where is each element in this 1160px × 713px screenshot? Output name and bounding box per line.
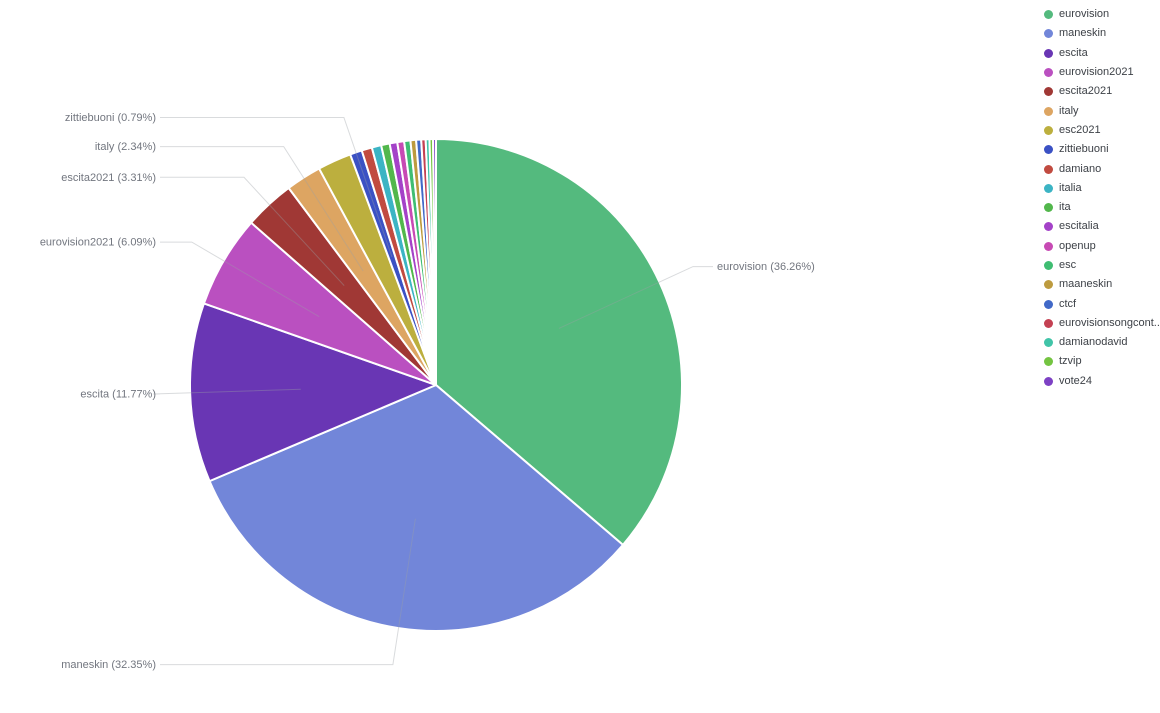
legend-label: maneskin <box>1059 27 1107 40</box>
legend-item-escita2021[interactable]: escita2021 <box>1044 82 1160 101</box>
legend-swatch-icon <box>1044 87 1053 97</box>
legend-label: damianodavid <box>1059 336 1128 349</box>
legend-label: maaneskin <box>1059 278 1113 291</box>
legend-swatch-icon <box>1044 10 1053 20</box>
legend-label: damiano <box>1059 162 1102 175</box>
legend-swatch-icon <box>1044 222 1053 232</box>
legend-swatch-icon <box>1044 338 1053 348</box>
legend-label: escita <box>1059 46 1088 59</box>
legend-swatch-icon <box>1044 145 1053 155</box>
legend-item-ita[interactable]: ita <box>1044 198 1160 217</box>
legend-swatch-icon <box>1044 125 1053 135</box>
legend-swatch-icon <box>1044 203 1053 213</box>
callout-line <box>153 388 301 395</box>
legend-item-esc[interactable]: esc <box>1044 256 1160 275</box>
legend-label: eurovision2021 <box>1059 66 1134 79</box>
legend-label: tzvip <box>1059 355 1082 368</box>
legend-item-eurovisionsongcont-[interactable]: eurovisionsongcont... <box>1044 314 1160 333</box>
pie-slice-vote24[interactable] <box>432 138 437 386</box>
legend-swatch-icon <box>1044 241 1053 251</box>
legend-label: vote24 <box>1059 374 1093 387</box>
callout-line <box>558 266 713 329</box>
legend-item-eurovision2021[interactable]: eurovision2021 <box>1044 63 1160 82</box>
slice-callout-label: escita2021 (3.31%) <box>61 172 156 184</box>
legend-item-italia[interactable]: italia <box>1044 179 1160 198</box>
legend-item-openup[interactable]: openup <box>1044 237 1160 256</box>
legend-swatch-icon <box>1044 280 1053 290</box>
legend-label: esc <box>1059 259 1077 271</box>
legend-label: escita2021 <box>1059 85 1113 98</box>
callout-line <box>160 146 364 272</box>
legend-item-damiano[interactable]: damiano <box>1044 159 1160 178</box>
slice-callout-label: eurovision (36.26%) <box>717 261 815 273</box>
slice-callout-label: italy (2.34%) <box>95 141 156 153</box>
callout-line <box>160 176 345 286</box>
legend-label: escitalia <box>1059 220 1099 233</box>
legend-item-tzvip[interactable]: tzvip <box>1044 352 1160 371</box>
legend-swatch-icon <box>1044 106 1053 116</box>
legend-label: zittiebuoni <box>1059 143 1109 156</box>
slice-callout-label: maneskin (32.35%) <box>61 659 156 671</box>
legend-item-eurovision[interactable]: eurovision <box>1044 5 1160 24</box>
legend-label: italy <box>1059 104 1079 117</box>
legend-item-maaneskin[interactable]: maaneskin <box>1044 275 1160 294</box>
slice-callout-label: eurovision2021 (6.09%) <box>40 237 156 249</box>
legend-swatch-icon <box>1044 68 1053 78</box>
callout-line <box>160 241 320 318</box>
pie-slice-eurovision[interactable] <box>435 138 683 546</box>
legend-label: ita <box>1059 201 1071 214</box>
legend-swatch-icon <box>1044 376 1053 386</box>
legend-item-escita[interactable]: escita <box>1044 44 1160 63</box>
slice-callout-label: zittiebuoni (0.79%) <box>65 112 156 124</box>
legend-label: openup <box>1059 239 1096 252</box>
pie-slice-maneskin[interactable] <box>208 384 624 632</box>
legend-label: ctcf <box>1059 297 1077 310</box>
legend-item-ctcf[interactable]: ctcf <box>1044 294 1160 313</box>
legend-label: eurovisionsongcont... <box>1059 316 1160 329</box>
legend-swatch-icon <box>1044 183 1053 193</box>
legend-swatch-icon <box>1044 299 1053 309</box>
legend-label: eurovision <box>1059 8 1110 21</box>
legend: eurovision maneskin escita eurovision2021 es… <box>1044 5 1160 391</box>
legend-label: esc2021 <box>1059 123 1101 136</box>
callout-line <box>160 117 393 258</box>
callout-line <box>160 518 416 666</box>
slice-callout-label: escita (11.77%) <box>80 389 156 401</box>
legend-item-italy[interactable]: italy <box>1044 101 1160 120</box>
legend-label: italia <box>1059 181 1082 194</box>
legend-item-escitalia[interactable]: escitalia <box>1044 217 1160 236</box>
legend-swatch-icon <box>1044 48 1053 58</box>
legend-item-vote24[interactable]: vote24 <box>1044 372 1160 391</box>
legend-swatch-icon <box>1044 29 1053 39</box>
legend-swatch-icon <box>1044 357 1053 367</box>
legend-item-maneskin[interactable]: maneskin <box>1044 24 1160 43</box>
legend-swatch-icon <box>1044 318 1053 328</box>
legend-swatch-icon <box>1044 261 1053 270</box>
legend-item-damianodavid[interactable]: damianodavid <box>1044 333 1160 352</box>
pie-slice-escita[interactable] <box>189 302 437 483</box>
legend-item-zittiebuoni[interactable]: zittiebuoni <box>1044 140 1160 159</box>
legend-item-esc2021[interactable]: esc2021 <box>1044 121 1160 140</box>
legend-swatch-icon <box>1044 164 1053 174</box>
